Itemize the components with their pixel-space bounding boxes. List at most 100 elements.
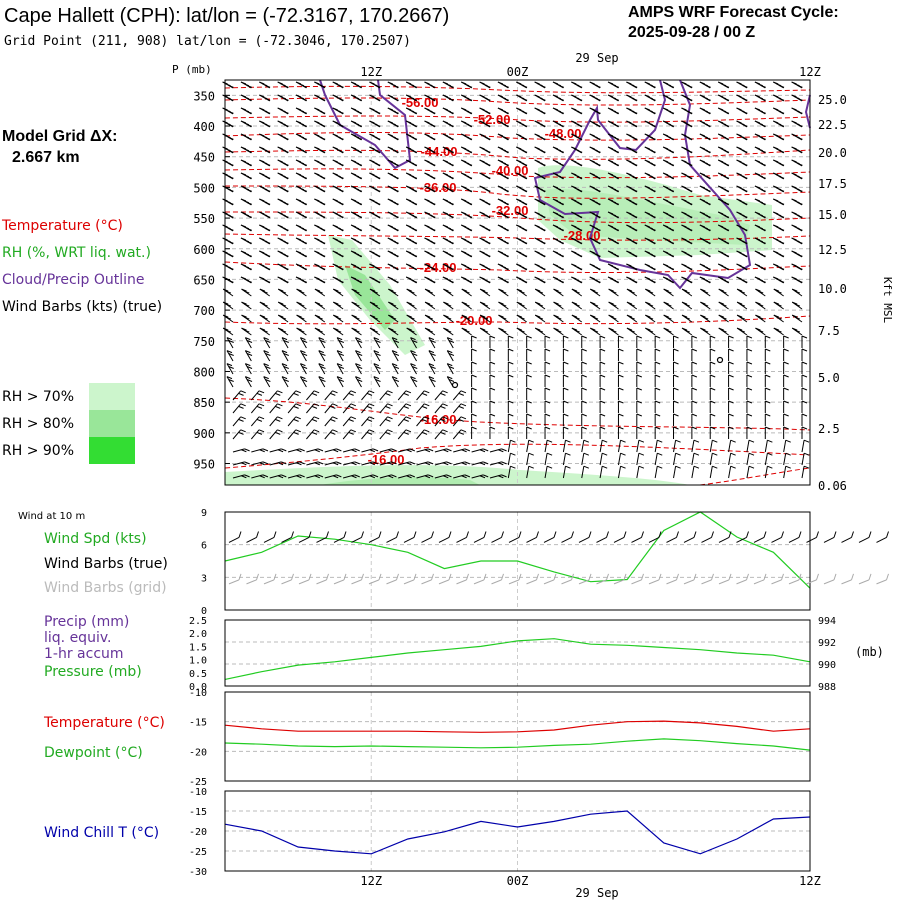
wind-barb [562,413,569,426]
wind-barb [636,465,645,479]
wind-barb [552,94,565,102]
wind-barb-true [771,531,784,543]
wind-barb-grid [543,573,557,585]
pressure-line [224,638,811,680]
wind-barb [405,263,418,271]
wind-barb [442,107,454,115]
legend-wind-barbs-true: Wind Barbs (true) [44,556,168,572]
wind-barb [387,107,399,115]
wind-barb [351,327,362,336]
wind-barb [736,301,748,310]
wind-barb [299,337,308,349]
wind-barb [398,461,415,466]
wind-barb [453,461,471,466]
wind-barb [295,198,308,206]
wind-barb [516,198,528,206]
wind-barb [599,452,608,466]
wind-barb [699,211,711,219]
wind-barb [681,81,693,89]
isotherm-line [224,115,811,123]
wind-barb [306,429,320,440]
wind-barb [443,327,454,336]
wind-barb [471,448,489,453]
wind-barb [736,211,748,219]
wind-barb [350,263,363,271]
wind-panel-title: Wind at 10 m [18,511,85,522]
wind-barb-grid [316,573,329,585]
wind-barb [361,416,375,427]
wind-barb-grid [403,573,417,585]
wind-barb [691,413,698,426]
wind-barb [269,448,287,453]
wind-barb [489,387,496,400]
wind-barb [662,185,675,193]
cross-section-panel: P (mb) Kft MSL 29 Sep -56.00-52.00-48.00… [172,51,894,493]
wind-barb [350,107,363,115]
wind-barb [645,301,656,310]
wind-barb [471,400,477,413]
wind-barb [534,172,546,180]
wind-barb [791,301,803,310]
wind-barb [746,335,753,348]
wind-barb [673,335,679,348]
wind-barb [333,288,344,297]
wind-barb [460,159,473,167]
wind-barb [442,185,454,193]
wind-barb [489,335,496,348]
wind-barb [773,237,785,245]
wind-barb [791,276,803,284]
legend-precip: Precip (mm) [44,614,129,630]
wind-barb [526,387,532,400]
wind-barb [717,120,730,128]
wind-barb [691,374,698,387]
wind-barb [764,439,773,453]
wind-chill-line [224,810,811,855]
wind-barb [424,198,436,206]
wind-barb [442,172,454,180]
wind-barb [709,439,718,453]
wind-barb [295,146,308,154]
wind-barb [350,224,363,232]
wind-barb [342,416,357,427]
wind-barb [263,350,271,362]
wind-barb [498,314,509,323]
wind-barb [460,81,473,89]
wind-barb [783,400,789,413]
wind-barb [350,94,363,102]
wind-barb [681,263,693,271]
isotherm-line [224,397,811,431]
wind-barb [663,288,674,297]
pressure-panel: Precip (mm) liq. equiv. 1-hr accum Press… [44,614,884,693]
wind-barb [699,94,711,102]
wind-barb [355,363,363,375]
wind-barb [607,107,620,115]
wind-barb [361,403,375,414]
wind-barb [241,314,252,323]
wind-barb [562,387,569,400]
wind-barb-grid [298,573,312,585]
wind-barb [424,185,436,193]
wind-barb [783,361,789,374]
height-tick-label: 7.5 [818,324,840,338]
wind-barb [428,350,436,362]
wind-barb [287,416,301,427]
wind-barb [681,211,693,219]
wind-barb [387,94,399,102]
isotherm-label: -48.00 [545,126,582,141]
wind-barb [571,250,583,258]
wind-barb [562,374,569,387]
wind-barb [681,288,693,297]
wind-barb [699,237,711,245]
wind-barb [526,335,532,348]
wind-barb [516,146,528,154]
wind-barb [479,94,491,102]
wind-barb [479,237,491,245]
wind-barb [644,94,656,102]
wind-barb [277,107,289,115]
wind-barb [562,452,571,466]
wind-barb-true [246,531,259,543]
wind-barb [295,237,308,245]
wind-barb [754,172,766,180]
wind-barb [681,327,693,336]
wind-barb [336,350,344,362]
